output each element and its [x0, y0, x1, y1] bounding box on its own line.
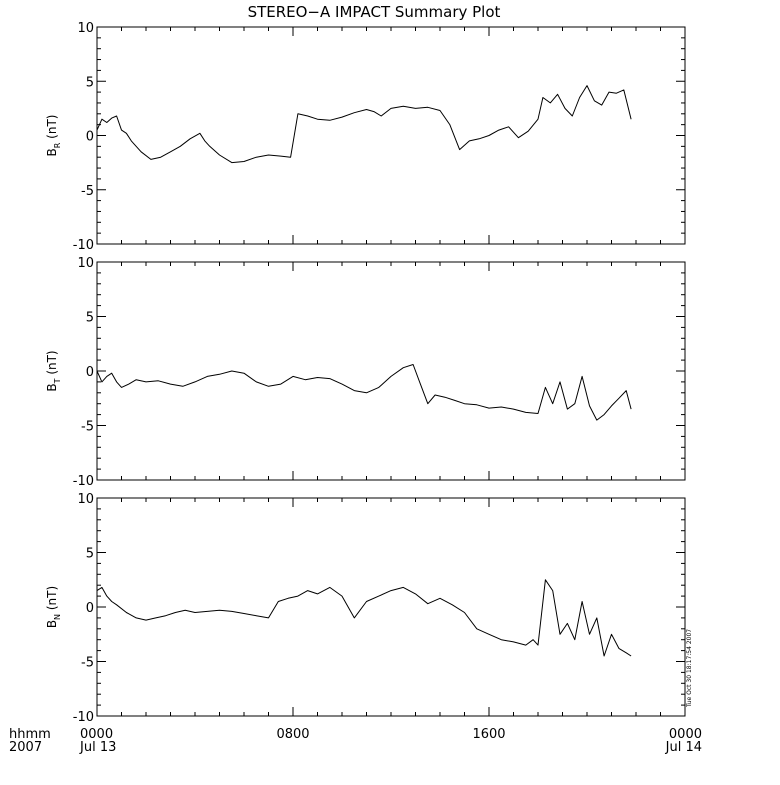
plot-frame	[96, 497, 686, 717]
panel-bn: 10 5 0 -5 -10 BN (nT)	[45, 492, 686, 725]
y-axis-label: BT (nT)	[45, 350, 62, 391]
y-axis-label-sub: R	[53, 142, 62, 148]
series-line-br	[96, 85, 632, 164]
y-tick-label: -10	[73, 710, 94, 725]
x-date-label: Jul 13	[79, 740, 116, 755]
x-date-label: Jul 14	[665, 740, 702, 755]
plot-frame	[96, 26, 686, 245]
timestamp-note: Tue Oct 30 18:17:54 2007	[686, 629, 693, 708]
y-tick-label: 5	[86, 75, 94, 90]
y-axis-label-unit: (nT)	[45, 586, 59, 614]
x-tick-label: 1600	[472, 727, 505, 742]
panel-br: 10 5 0 -5 -10 BR (nT)	[45, 21, 686, 253]
x-tick-label: 0800	[276, 727, 309, 742]
panel-bt: 10 5 0 -5 -10 BT (nT)	[45, 256, 686, 489]
y-tick-label: 0	[86, 365, 94, 380]
series-line-bt	[96, 364, 632, 421]
x-tick-label: 0000	[669, 727, 702, 742]
y-tick-label: 0	[86, 601, 94, 616]
y-tick-label: 10	[77, 492, 94, 507]
y-tick-label: 10	[77, 21, 94, 36]
y-tick-label: 5	[86, 311, 94, 326]
y-tick-label: -5	[81, 420, 94, 435]
y-tick-label: -5	[81, 656, 94, 671]
series-line-bn	[96, 579, 632, 657]
y-tick-label: 0	[86, 130, 94, 145]
y-axis-label-sub: N	[53, 614, 62, 620]
y-axis-label-main: B	[45, 383, 59, 391]
y-tick-label: -10	[73, 238, 94, 253]
y-axis-label-main: B	[45, 148, 59, 156]
y-tick-label: 10	[77, 256, 94, 271]
plot-frame	[96, 261, 686, 481]
y-tick-label: 5	[86, 547, 94, 562]
y-axis-label-unit: (nT)	[45, 350, 59, 378]
y-axis-label-unit: (nT)	[45, 115, 59, 143]
y-axis-label: BR (nT)	[45, 115, 62, 157]
y-axis-label-main: B	[45, 620, 59, 628]
x-unit-label: hhmm	[9, 727, 51, 742]
y-tick-label: -10	[73, 474, 94, 489]
y-axis-label-sub: T	[53, 378, 62, 384]
chart-title: STEREO−A IMPACT Summary Plot	[248, 3, 501, 21]
x-tick-label: 0000	[80, 727, 113, 742]
y-axis-label: BN (nT)	[45, 586, 62, 628]
y-tick-label: -5	[81, 184, 94, 199]
x-year-label: 2007	[9, 740, 42, 755]
